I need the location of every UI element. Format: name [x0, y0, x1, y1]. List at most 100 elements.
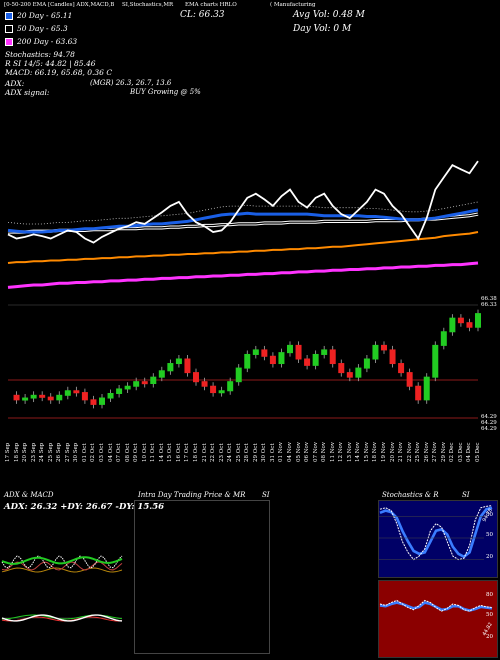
stochastics-si: SI [462, 491, 470, 499]
candle-body-46 [398, 363, 405, 374]
candle-body-29 [252, 349, 259, 355]
series-line-1-inner [8, 213, 479, 233]
adx-line-red [1, 561, 123, 571]
price-level-4: 64.29 [481, 420, 497, 426]
series-line-3 [7, 231, 479, 264]
rsi-blue-line [379, 601, 493, 612]
candle-body-5 [47, 396, 54, 401]
adx-values: (MGR) 26.3, 26.7, 13.6 [90, 79, 172, 87]
candle-body-18 [158, 370, 165, 378]
rsi-level-50: 50 [486, 612, 493, 618]
candle-body-36 [312, 353, 319, 366]
stochastics-title: Stochastics & R [382, 491, 439, 499]
candle-body-52 [449, 317, 456, 333]
adx-label: ADX: [5, 79, 25, 88]
price-level-5: 64.29 [481, 426, 497, 432]
chart-header-sector: ( Manufacturing [270, 2, 316, 8]
macd-readout: MACD: 66.19, 65.68, 0.36 C [5, 68, 113, 77]
candle-body-31 [269, 355, 276, 365]
candle-body-26 [227, 381, 234, 392]
candle-body-28 [244, 353, 251, 369]
legend-ema200-text: 200 Day - 63.63 [17, 37, 78, 46]
adx-signal-label: ADX signal: [5, 88, 50, 97]
candle-body-55 [475, 313, 481, 328]
candle-body-19 [167, 363, 174, 372]
candle-body-27 [235, 367, 242, 383]
candle-body-47 [406, 372, 413, 387]
stoch-d-line [379, 506, 493, 559]
candle-body-39 [338, 363, 345, 374]
candle-body-15 [133, 381, 140, 387]
candle-body-54 [466, 322, 473, 328]
candle-body-35 [304, 358, 311, 366]
stochastics-readout: Stochastics: 94.78 [5, 50, 75, 59]
candle-body-41 [355, 367, 362, 378]
candle-body-38 [329, 349, 336, 365]
legend-ema50-text: 50 Day - 65.3 [17, 24, 68, 33]
candle-body-49 [423, 376, 430, 401]
chart-header-symbol: EMA charts HRLO [185, 2, 237, 8]
price-level-3: 64.29 [481, 414, 497, 420]
candle-body-45 [389, 349, 396, 365]
candle-body-42 [363, 358, 370, 369]
price-level-1: 66.38 [481, 296, 497, 302]
candle-body-3 [30, 394, 37, 399]
legend-ema20-text: 20 Day - 65.11 [17, 11, 73, 20]
candle-body-11 [99, 397, 105, 405]
price-level-2: 66.33 [481, 302, 497, 308]
legend-swatch-white [5, 25, 13, 33]
chart-header: [0-50-200 EMA [Candles] ADX,MACD,B [4, 2, 115, 8]
adx-readout: ADX: 26.32 +DY: 26.67 -DY: 15.56 [4, 502, 165, 512]
candle-body-23 [201, 381, 208, 387]
legend-swatch-blue [5, 12, 13, 20]
avg-volume-label: Avg Vol: 0.48 M [293, 10, 365, 20]
adx-line-white [1, 555, 123, 569]
candle-body-21 [184, 358, 191, 374]
close-price-label: CL: 66.33 [180, 10, 225, 20]
candle-body-33 [287, 344, 293, 354]
candle-body-51 [440, 331, 447, 346]
rsi-white-line [379, 599, 493, 612]
legend-ema200: 200 Day - 63.63 [5, 37, 77, 46]
intraday-panel [134, 500, 270, 654]
legend-ema50: 50 Day - 65.3 [5, 24, 68, 33]
candle-body-12 [107, 392, 114, 399]
candle-body-8 [73, 390, 80, 394]
series-line-0 [7, 208, 479, 234]
price-chart [7, 160, 481, 419]
candle-body-2 [22, 397, 29, 401]
rsi-level-80: 80 [486, 592, 493, 598]
candle-body-4 [39, 394, 46, 398]
stoch-level-80: 80 [486, 512, 493, 518]
candle-body-7 [64, 390, 71, 396]
candle-body-17 [150, 376, 157, 385]
rsi-panel [378, 580, 498, 658]
candle-body-43 [372, 344, 379, 360]
stoch-level-50: 50 [486, 532, 493, 538]
candle-body-10 [90, 399, 97, 405]
day-volume-label: Day Vol: 0 M [293, 24, 352, 34]
stoch-level-20: 20 [486, 554, 493, 560]
candle-body-24 [210, 385, 217, 394]
adx-macd-title: ADX & MACD [4, 491, 54, 499]
candle-body-32 [278, 352, 285, 365]
intra-day-si: SI [262, 491, 270, 499]
series-line-4 [7, 160, 479, 244]
candle-body-16 [141, 381, 148, 385]
candle-body-14 [124, 385, 131, 390]
chart-header-indicators: SI,Stochastics,MR [122, 2, 174, 8]
candle-body-44 [381, 344, 387, 351]
candle-body-48 [415, 385, 422, 401]
legend-swatch-magenta [5, 38, 13, 46]
candle-body-30 [261, 349, 268, 357]
candle-body-40 [346, 372, 353, 378]
candle-body-53 [457, 317, 464, 324]
macd-line [1, 614, 123, 622]
rsi-readout: R SI 14/5: 44.82 | 85.46 [5, 59, 96, 68]
candle-body-50 [432, 344, 439, 378]
legend-ema20: 20 Day - 65.11 [5, 11, 72, 20]
candle-body-20 [175, 358, 182, 365]
adx-line-green [1, 556, 123, 565]
rsi-end-label: 44.82 [482, 622, 494, 637]
